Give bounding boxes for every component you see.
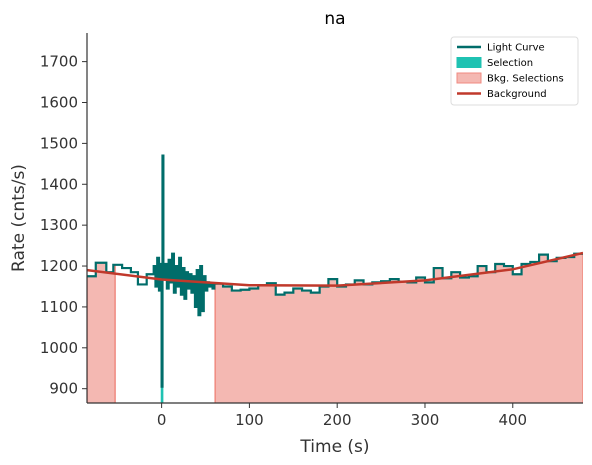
legend-label-3: Background — [487, 89, 547, 100]
y-tick-label-1500: 1500 — [40, 134, 78, 152]
ticks: 0 100 200 300 400 900 1000 1100 1200 1300 1400 1500… — [40, 53, 527, 429]
y-tick-label-1700: 1700 — [40, 53, 78, 71]
background-fit-line — [87, 251, 583, 287]
y-tick-label-1300: 1300 — [40, 216, 78, 234]
y-tick-label-1100: 1100 — [40, 298, 78, 316]
y-tick-label-900: 900 — [49, 380, 78, 398]
x-tick-label-0: 0 — [157, 411, 167, 429]
y-tick-label-1400: 1400 — [40, 175, 78, 193]
axes — [86, 33, 583, 404]
legend-swatch-1 — [456, 57, 482, 68]
y-tick-label-1600: 1600 — [40, 94, 78, 112]
legend-box — [450, 36, 579, 106]
legend-swatch-2 — [456, 72, 482, 84]
y-tick-label-1200: 1200 — [40, 257, 78, 275]
bkg-selection-area-1 — [215, 253, 583, 403]
selection-layer — [160, 384, 164, 403]
selection-area — [160, 384, 164, 403]
light-curve-layer — [87, 154, 583, 388]
legend: Light Curve Selection Bkg. Selections Backg… — [450, 36, 579, 106]
light-curve-line — [87, 154, 583, 388]
x-tick-label-100: 100 — [235, 411, 264, 429]
chart-title: na — [324, 9, 345, 29]
x-axis-label: Time (s) — [299, 437, 369, 457]
bkg-selection-area-0 — [87, 262, 116, 403]
legend-label-2: Bkg. Selections — [487, 74, 564, 85]
legend-label-1: Selection — [487, 58, 533, 69]
x-tick-label-400: 400 — [498, 411, 527, 429]
x-tick-label-300: 300 — [411, 411, 440, 429]
y-axis-label: Rate (cnts/s) — [9, 164, 29, 272]
x-tick-label-200: 200 — [323, 411, 352, 429]
y-tick-label-1000: 1000 — [40, 339, 78, 357]
legend-label-0: Light Curve — [487, 43, 545, 54]
background-fit-layer — [87, 251, 583, 287]
